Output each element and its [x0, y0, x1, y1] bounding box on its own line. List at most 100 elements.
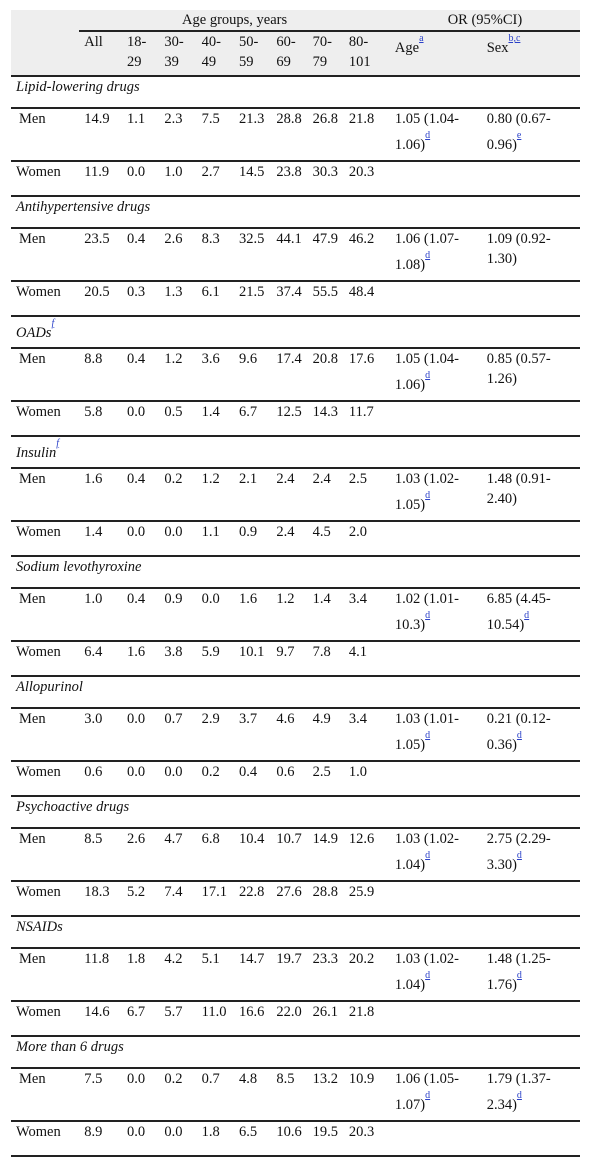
value-cell: 0.0: [121, 521, 160, 557]
value-cell: 0.6: [79, 761, 122, 797]
value-cell: 10.6: [271, 1121, 308, 1157]
or-sex-cell-empty: [481, 521, 580, 557]
value-cell: 0.3: [121, 281, 160, 317]
table-row-men: Men 11.8 1.8 4.2 5.1 14.7 19.7 23.3 20.2 1.03 (1.…: [11, 948, 580, 1002]
row-label: Women: [11, 401, 80, 437]
value-cell: 0.0: [121, 1121, 160, 1157]
footnote-ref-d: d: [425, 609, 431, 626]
value-cell: 2.3: [159, 108, 197, 162]
or-sex-cell: 1.48 (0.91-2.40): [481, 468, 580, 522]
value-cell: 2.6: [121, 828, 160, 882]
value-cell: 7.5: [196, 108, 235, 162]
section-title: Insulinf: [11, 436, 580, 469]
section-row: Sodium levothyroxine: [11, 556, 580, 589]
header-blank-cell: [11, 10, 80, 31]
value-cell: 22.8: [234, 881, 272, 917]
row-label: Women: [11, 881, 80, 917]
or-sex-value: 0.85 (0.57-1.26): [486, 351, 551, 387]
footnote-link[interactable]: d: [425, 369, 431, 381]
section-title: Sodium levothyroxine: [11, 556, 580, 589]
footnote-ref-f: f: [51, 317, 55, 334]
footnote-link[interactable]: d: [425, 609, 431, 621]
row-label: Men: [11, 228, 80, 282]
or-age-value: 1.02 (1.01-10.3): [394, 591, 459, 633]
row-label: Men: [11, 708, 80, 762]
value-cell: 4.5: [307, 521, 344, 557]
or-age-value: 1.03 (1.02-1.05): [394, 471, 459, 513]
value-cell: 5.2: [121, 881, 160, 917]
section-title-text: OADs: [16, 324, 52, 341]
footnote-link[interactable]: d: [516, 849, 522, 861]
value-cell: 5.7: [159, 1001, 197, 1037]
value-cell: 1.1: [121, 108, 160, 162]
or-sex-value: 0.80 (0.67-0.96): [486, 111, 551, 153]
value-cell: 4.9: [307, 708, 344, 762]
or-sex-cell: 0.85 (0.57-1.26): [481, 348, 580, 402]
value-cell: 1.0: [79, 588, 122, 642]
value-cell: 1.6: [121, 641, 160, 677]
footnote-link[interactable]: d: [425, 249, 431, 261]
value-cell: 18.3: [79, 881, 122, 917]
table-row-men: Men 1.6 0.4 0.2 1.2 2.1 2.4 2.4 2.5 1.03 (1.02-1.…: [11, 468, 580, 522]
value-cell: 0.4: [121, 468, 160, 522]
footnote-link[interactable]: d: [516, 969, 522, 981]
value-cell: 32.5: [234, 228, 272, 282]
footnote-link[interactable]: d: [516, 729, 522, 741]
footnote-link[interactable]: f: [56, 437, 60, 449]
value-cell: 0.2: [159, 1068, 197, 1122]
footnote-link[interactable]: d: [524, 609, 530, 621]
value-cell: 14.9: [307, 828, 344, 882]
section-title-text: More than 6 drugs: [16, 1039, 124, 1055]
footnote-link[interactable]: d: [425, 489, 431, 501]
value-cell: 1.4: [196, 401, 235, 437]
or-sex-cell: 0.21 (0.12-0.36)d: [481, 708, 580, 762]
footnote-ref-d: d: [425, 729, 431, 746]
or-age-cell-empty: [389, 1001, 482, 1037]
value-cell: 6.1: [196, 281, 235, 317]
value-cell: 2.1: [234, 468, 272, 522]
section-row: Lipid-lowering drugs: [11, 76, 580, 109]
footnote-link[interactable]: d: [425, 1089, 431, 1101]
table-row-men: Men 1.0 0.4 0.9 0.0 1.6 1.2 1.4 3.4 1.02 (1.01-10…: [11, 588, 580, 642]
value-cell: 1.4: [79, 521, 122, 557]
footnote-link[interactable]: e: [516, 129, 522, 141]
footnote-ref-d: d: [425, 1089, 431, 1106]
value-cell: 47.9: [307, 228, 344, 282]
footnote-link[interactable]: a: [419, 32, 424, 44]
or-sex-cell-empty: [481, 881, 580, 917]
or-sex-cell: 6.85 (4.45-10.54)d: [481, 588, 580, 642]
section-title: OADsf: [11, 316, 580, 349]
value-cell: 4.1: [343, 641, 390, 677]
value-cell: 0.0: [121, 708, 160, 762]
footnote-link[interactable]: b,c: [508, 32, 521, 44]
value-cell: 55.5: [307, 281, 344, 317]
table-row-women: Women 1.4 0.0 0.0 1.1 0.9 2.4 4.5 2.0: [11, 521, 580, 557]
value-cell: 2.5: [307, 761, 344, 797]
footnote-link[interactable]: d: [425, 129, 431, 141]
footnote-link[interactable]: f: [51, 317, 55, 329]
or-age-value: 1.05 (1.04-1.06): [394, 111, 459, 153]
col-header-5: 60- 69: [271, 31, 308, 77]
or-sex-value: 1.79 (1.37-2.34): [486, 1071, 551, 1113]
footnote-link[interactable]: d: [425, 849, 431, 861]
value-cell: 3.4: [343, 588, 390, 642]
or-sex-cell-empty: [481, 761, 580, 797]
footnote-link[interactable]: d: [425, 969, 431, 981]
footnote-link[interactable]: d: [425, 729, 431, 741]
value-cell: 0.2: [196, 761, 235, 797]
or-age-cell-empty: [389, 161, 482, 197]
value-cell: 3.7: [234, 708, 272, 762]
value-cell: 0.0: [121, 401, 160, 437]
table-header: Age groups, years OR (95%CI) All 18- 29 30…: [11, 10, 580, 77]
value-cell: 11.8: [79, 948, 122, 1002]
footnote-link[interactable]: d: [516, 1089, 522, 1101]
value-cell: 6.4: [79, 641, 122, 677]
value-cell: 28.8: [307, 881, 344, 917]
value-cell: 3.6: [196, 348, 235, 402]
footnote-ref-d: d: [516, 969, 522, 986]
or-age-value: 1.03 (1.02-1.04): [394, 951, 459, 993]
or-age-cell-empty: [389, 1121, 482, 1157]
row-label: Women: [11, 521, 80, 557]
table-row-men: Men 8.8 0.4 1.2 3.6 9.6 17.4 20.8 17.6 1.05 (1.04…: [11, 348, 580, 402]
table-row-men: Men 14.9 1.1 2.3 7.5 21.3 28.8 26.8 21.8 1.05 (1.…: [11, 108, 580, 162]
